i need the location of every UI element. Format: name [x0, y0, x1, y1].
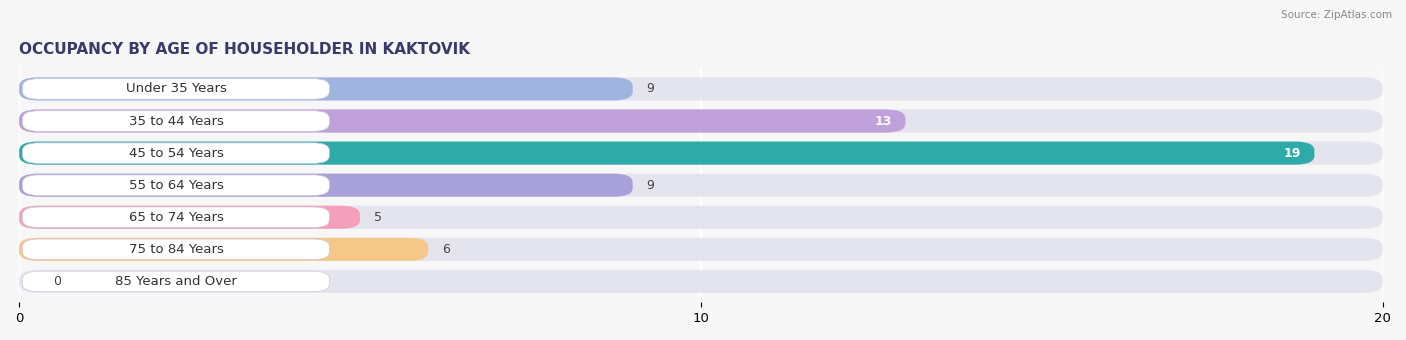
FancyBboxPatch shape	[20, 109, 1382, 133]
Text: 19: 19	[1284, 147, 1301, 159]
FancyBboxPatch shape	[20, 238, 1382, 261]
Text: 55 to 64 Years: 55 to 64 Years	[128, 179, 224, 192]
FancyBboxPatch shape	[22, 271, 329, 292]
FancyBboxPatch shape	[22, 111, 329, 131]
Text: 13: 13	[875, 115, 891, 128]
Text: Source: ZipAtlas.com: Source: ZipAtlas.com	[1281, 10, 1392, 20]
Text: 35 to 44 Years: 35 to 44 Years	[128, 115, 224, 128]
FancyBboxPatch shape	[20, 109, 905, 133]
Text: 45 to 54 Years: 45 to 54 Years	[128, 147, 224, 159]
Text: 6: 6	[441, 243, 450, 256]
FancyBboxPatch shape	[20, 78, 1382, 101]
Text: Under 35 Years: Under 35 Years	[125, 82, 226, 96]
FancyBboxPatch shape	[22, 207, 329, 227]
FancyBboxPatch shape	[20, 174, 1382, 197]
FancyBboxPatch shape	[22, 175, 329, 195]
FancyBboxPatch shape	[22, 239, 329, 260]
FancyBboxPatch shape	[20, 270, 1382, 293]
Text: 85 Years and Over: 85 Years and Over	[115, 275, 238, 288]
FancyBboxPatch shape	[20, 206, 1382, 229]
FancyBboxPatch shape	[22, 143, 329, 163]
FancyBboxPatch shape	[20, 141, 1382, 165]
FancyBboxPatch shape	[20, 78, 633, 101]
Text: 65 to 74 Years: 65 to 74 Years	[128, 211, 224, 224]
Text: 75 to 84 Years: 75 to 84 Years	[128, 243, 224, 256]
Text: OCCUPANCY BY AGE OF HOUSEHOLDER IN KAKTOVIK: OCCUPANCY BY AGE OF HOUSEHOLDER IN KAKTO…	[20, 42, 470, 57]
FancyBboxPatch shape	[20, 141, 1315, 165]
Text: 0: 0	[53, 275, 62, 288]
Text: 9: 9	[647, 179, 654, 192]
Text: 9: 9	[647, 82, 654, 96]
FancyBboxPatch shape	[22, 79, 329, 99]
Text: 5: 5	[374, 211, 381, 224]
FancyBboxPatch shape	[20, 174, 633, 197]
FancyBboxPatch shape	[20, 238, 429, 261]
FancyBboxPatch shape	[20, 206, 360, 229]
